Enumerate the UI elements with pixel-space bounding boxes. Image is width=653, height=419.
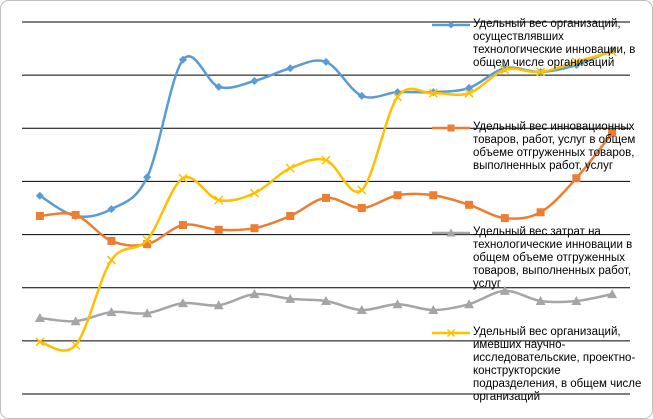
marker (571, 296, 582, 305)
marker (213, 300, 224, 310)
marker (429, 191, 438, 200)
legend-label: Удельный вес инновационных товаров, рабо… (473, 121, 636, 172)
marker (35, 211, 44, 220)
marker (607, 289, 618, 299)
legend-marker (447, 124, 455, 132)
legend-marker (446, 228, 456, 237)
marker (285, 163, 295, 173)
marker (607, 47, 617, 57)
marker (500, 65, 510, 75)
legend-swatch (432, 328, 470, 338)
marker (142, 235, 152, 245)
marker (321, 296, 331, 305)
marker (571, 57, 581, 67)
legend-swatch (432, 124, 470, 132)
marker (249, 188, 260, 198)
legend-label: Удельный вес затрат на технологические и… (473, 226, 633, 290)
marker (393, 191, 402, 200)
marker (392, 92, 403, 102)
marker (536, 208, 545, 217)
marker (285, 293, 296, 303)
marker (35, 337, 45, 347)
marker (178, 173, 188, 183)
marker (214, 225, 223, 234)
marker (322, 57, 330, 66)
marker (34, 313, 45, 323)
marker (465, 83, 474, 92)
marker (536, 67, 546, 77)
legend-label: Удельный вес организаций, имевших научно… (473, 326, 642, 403)
marker (321, 155, 331, 165)
marker (107, 236, 116, 245)
marker (143, 173, 152, 182)
marker (35, 191, 44, 200)
marker (357, 204, 366, 212)
legend-swatch (432, 21, 470, 29)
marker (535, 296, 546, 305)
marker (177, 298, 188, 308)
marker (465, 200, 474, 209)
marker (499, 285, 510, 295)
marker (286, 64, 295, 73)
marker (250, 76, 259, 85)
marker (428, 305, 439, 315)
marker (107, 205, 116, 214)
marker (464, 88, 474, 98)
marker (214, 195, 224, 205)
marker (142, 308, 153, 318)
marker (178, 221, 187, 230)
series-line (39, 49, 613, 218)
marker (428, 88, 438, 98)
marker (214, 82, 223, 91)
legend-marker (447, 21, 455, 29)
legend-marker (446, 328, 456, 338)
marker (71, 210, 80, 219)
marker (106, 307, 117, 317)
marker (464, 299, 475, 309)
marker (322, 193, 330, 202)
marker (392, 299, 403, 309)
marker (357, 185, 367, 195)
marker (572, 174, 581, 183)
marker (143, 240, 152, 249)
marker (106, 255, 116, 265)
legend-label: Удельный вес организаций, осуществлявших… (473, 18, 636, 69)
marker (500, 214, 509, 223)
marker (356, 305, 367, 315)
marker (178, 55, 187, 64)
marker (70, 316, 81, 326)
legend-swatch (432, 228, 470, 237)
marker (249, 289, 260, 299)
marker (250, 224, 259, 233)
marker (357, 91, 366, 100)
marker (286, 211, 295, 220)
marker (608, 129, 617, 138)
marker (71, 340, 81, 350)
